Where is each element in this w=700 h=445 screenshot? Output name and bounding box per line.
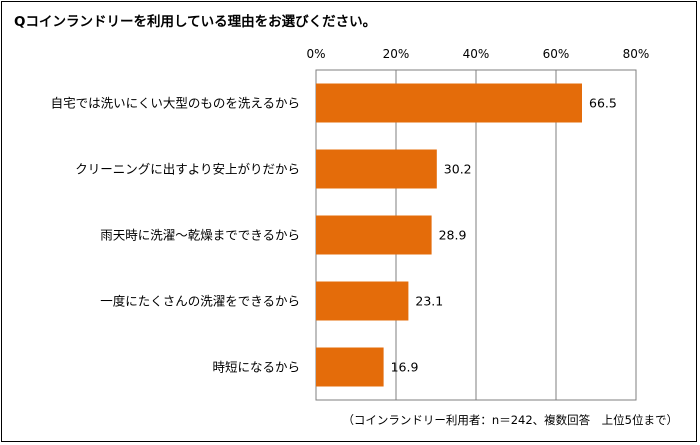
bar (316, 281, 409, 321)
data-label: 16.9 (391, 360, 419, 375)
bar (316, 347, 384, 387)
x-tick-label: 80% (623, 47, 650, 61)
data-label: 66.5 (589, 96, 617, 111)
data-label: 30.2 (444, 162, 472, 177)
chart-title: Qコインランドリーを利用している理由をお選びください。 (14, 14, 377, 30)
x-tick-label: 20% (383, 47, 410, 61)
bar (316, 83, 582, 123)
category-label: 自宅では洗いにくい大型のものを洗えるから (51, 96, 300, 111)
x-tick-label: 0% (306, 47, 325, 61)
category-label: 時短になるから (212, 360, 300, 375)
data-label: 28.9 (439, 228, 467, 243)
category-label: 雨天時に洗濯～乾燥までできるから (100, 228, 300, 243)
data-label: 23.1 (415, 294, 443, 309)
x-tick-label: 40% (463, 47, 490, 61)
bar (316, 149, 437, 189)
category-label: 一度にたくさんの洗濯をできるから (100, 294, 300, 309)
x-tick-label: 60% (543, 47, 570, 61)
chart-note: （コインランドリー利用者：n＝242、複数回答 上位5位まで） (342, 413, 678, 427)
category-label: クリーニングに出すより安上がりだから (75, 162, 300, 177)
bar (316, 215, 432, 255)
